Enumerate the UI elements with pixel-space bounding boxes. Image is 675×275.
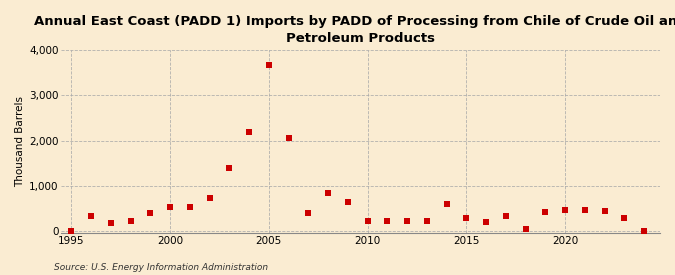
Point xyxy=(224,166,235,170)
Point xyxy=(639,229,649,233)
Point xyxy=(421,219,432,223)
Point xyxy=(125,219,136,223)
Point xyxy=(244,129,254,134)
Point xyxy=(323,191,333,196)
Point xyxy=(145,211,156,215)
Y-axis label: Thousand Barrels: Thousand Barrels xyxy=(15,97,25,187)
Point xyxy=(520,227,531,232)
Point xyxy=(461,216,472,220)
Point xyxy=(599,209,610,214)
Point xyxy=(342,200,353,205)
Title: Annual East Coast (PADD 1) Imports by PADD of Processing from Chile of Crude Oil: Annual East Coast (PADD 1) Imports by PA… xyxy=(34,15,675,45)
Text: Source: U.S. Energy Information Administration: Source: U.S. Energy Information Administ… xyxy=(54,263,268,272)
Point xyxy=(105,221,116,226)
Point xyxy=(165,205,176,209)
Point xyxy=(619,216,630,220)
Point xyxy=(86,214,97,218)
Point xyxy=(382,219,393,223)
Point xyxy=(362,219,373,223)
Point xyxy=(184,205,195,209)
Point xyxy=(303,211,314,215)
Point xyxy=(580,208,591,213)
Point xyxy=(481,220,491,225)
Point xyxy=(284,136,294,140)
Point xyxy=(540,210,551,214)
Point xyxy=(560,208,570,213)
Point xyxy=(66,229,77,233)
Point xyxy=(402,219,412,223)
Point xyxy=(263,63,274,67)
Point xyxy=(205,196,215,200)
Point xyxy=(501,214,512,218)
Point xyxy=(441,202,452,206)
